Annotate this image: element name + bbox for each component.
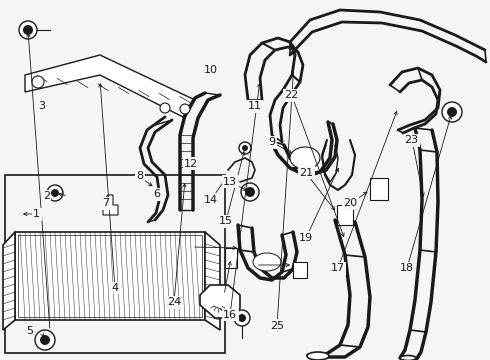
Circle shape (239, 142, 251, 154)
Polygon shape (3, 232, 15, 330)
Text: 6: 6 (153, 189, 160, 199)
Circle shape (40, 335, 50, 345)
Polygon shape (205, 232, 220, 330)
Circle shape (238, 314, 246, 322)
Circle shape (210, 296, 226, 312)
Circle shape (19, 21, 37, 39)
Circle shape (374, 187, 384, 197)
Circle shape (23, 25, 33, 35)
Text: 7: 7 (102, 198, 109, 208)
Text: 4: 4 (112, 283, 119, 293)
Circle shape (47, 185, 63, 201)
Text: 25: 25 (270, 321, 284, 331)
Text: 9: 9 (269, 137, 275, 147)
Text: 17: 17 (331, 263, 345, 273)
Ellipse shape (253, 253, 281, 271)
Text: 1: 1 (33, 209, 40, 219)
Circle shape (242, 145, 248, 151)
Bar (5, 175, 225, 353)
Text: 16: 16 (223, 310, 237, 320)
Bar (370, 178, 388, 200)
Text: 11: 11 (248, 101, 262, 111)
Ellipse shape (307, 352, 329, 360)
Circle shape (234, 310, 250, 326)
Text: 10: 10 (204, 65, 218, 75)
Circle shape (32, 76, 44, 88)
Text: 8: 8 (136, 171, 143, 181)
Ellipse shape (400, 356, 416, 360)
Text: 12: 12 (184, 159, 198, 169)
Bar (293, 262, 307, 278)
Circle shape (226, 255, 236, 265)
Text: 19: 19 (299, 233, 313, 243)
Text: 22: 22 (284, 90, 299, 100)
Text: 23: 23 (405, 135, 418, 145)
Circle shape (51, 189, 59, 197)
Text: 18: 18 (400, 263, 414, 273)
Text: 3: 3 (38, 101, 45, 111)
Text: 5: 5 (26, 326, 33, 336)
Circle shape (180, 104, 190, 114)
Ellipse shape (290, 147, 320, 169)
Circle shape (447, 107, 457, 117)
Bar (225, 248, 237, 268)
Circle shape (442, 102, 462, 122)
Bar (337, 205, 353, 225)
Circle shape (241, 183, 259, 201)
Text: 20: 20 (343, 198, 357, 208)
Polygon shape (25, 55, 195, 118)
Circle shape (35, 330, 55, 350)
Text: 13: 13 (223, 177, 237, 187)
Polygon shape (200, 285, 240, 318)
Circle shape (341, 209, 349, 217)
Circle shape (160, 103, 170, 113)
Text: 15: 15 (219, 216, 232, 226)
Circle shape (245, 187, 255, 197)
Text: 14: 14 (204, 195, 218, 205)
Polygon shape (15, 232, 205, 320)
Text: 24: 24 (167, 297, 181, 307)
Polygon shape (103, 195, 118, 215)
Text: 21: 21 (299, 168, 313, 178)
Text: 2: 2 (43, 191, 50, 201)
